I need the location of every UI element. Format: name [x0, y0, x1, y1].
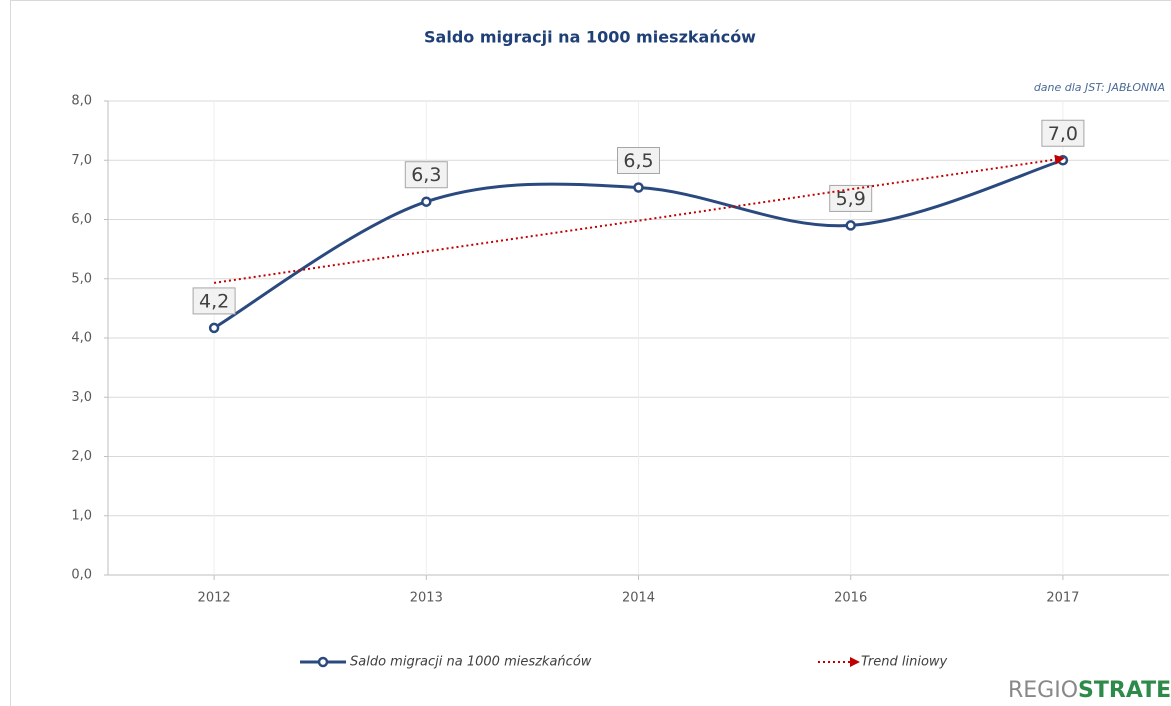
x-tick-label: 2016	[834, 591, 867, 606]
data-label-box	[1041, 119, 1085, 147]
point	[421, 196, 432, 207]
y-tick-label: 4,0	[71, 331, 92, 346]
y-tick-label: 6,0	[71, 212, 92, 227]
data-label-box	[404, 161, 448, 189]
data-label: 7,0	[1048, 123, 1078, 145]
x-tick-label: 2014	[622, 591, 655, 606]
y-tick-label: 5,0	[71, 271, 92, 286]
data-label-box	[617, 147, 660, 175]
data-label-box	[192, 287, 236, 315]
legend-label: Trend liniowy	[861, 655, 948, 670]
plot-area: 0,0 1,0 2,0 3,0 4,0 5,0 6,0 7,0 8,0 2012 2013 2014 2…	[71, 94, 1169, 606]
x-tick-label: 2013	[410, 591, 443, 606]
chart-border	[10, 0, 1171, 706]
data-label: 5,9	[836, 188, 866, 210]
data-label-box	[829, 184, 873, 212]
y-tick-label: 3,0	[71, 390, 92, 405]
x-tick-label: 2012	[198, 591, 231, 606]
data-label: 6,5	[623, 150, 653, 172]
y-tick-label: 0,0	[71, 568, 92, 583]
annotation: dane dla JST: JABŁONNA	[1034, 81, 1165, 94]
y-tick-label: 8,0	[71, 94, 92, 109]
y-tick-label: 1,0	[71, 508, 92, 523]
x-tick-label: 2017	[1046, 591, 1079, 606]
data-label: 6,3	[411, 164, 441, 186]
point	[633, 182, 644, 193]
legend-label: Saldo migracji na 1000 mieszkańców	[350, 655, 592, 670]
point	[845, 220, 856, 231]
logo: REGIOSTRATEGTM	[1008, 678, 1171, 704]
point	[1057, 155, 1069, 166]
y-tick-label: 2,0	[71, 449, 92, 464]
data-label: 4,2	[199, 290, 229, 312]
legend-marker	[317, 656, 329, 668]
chart-title: Saldo migracji na 1000 mieszkańców	[424, 28, 756, 47]
point	[208, 322, 220, 334]
y-tick-label: 7,0	[71, 153, 92, 168]
